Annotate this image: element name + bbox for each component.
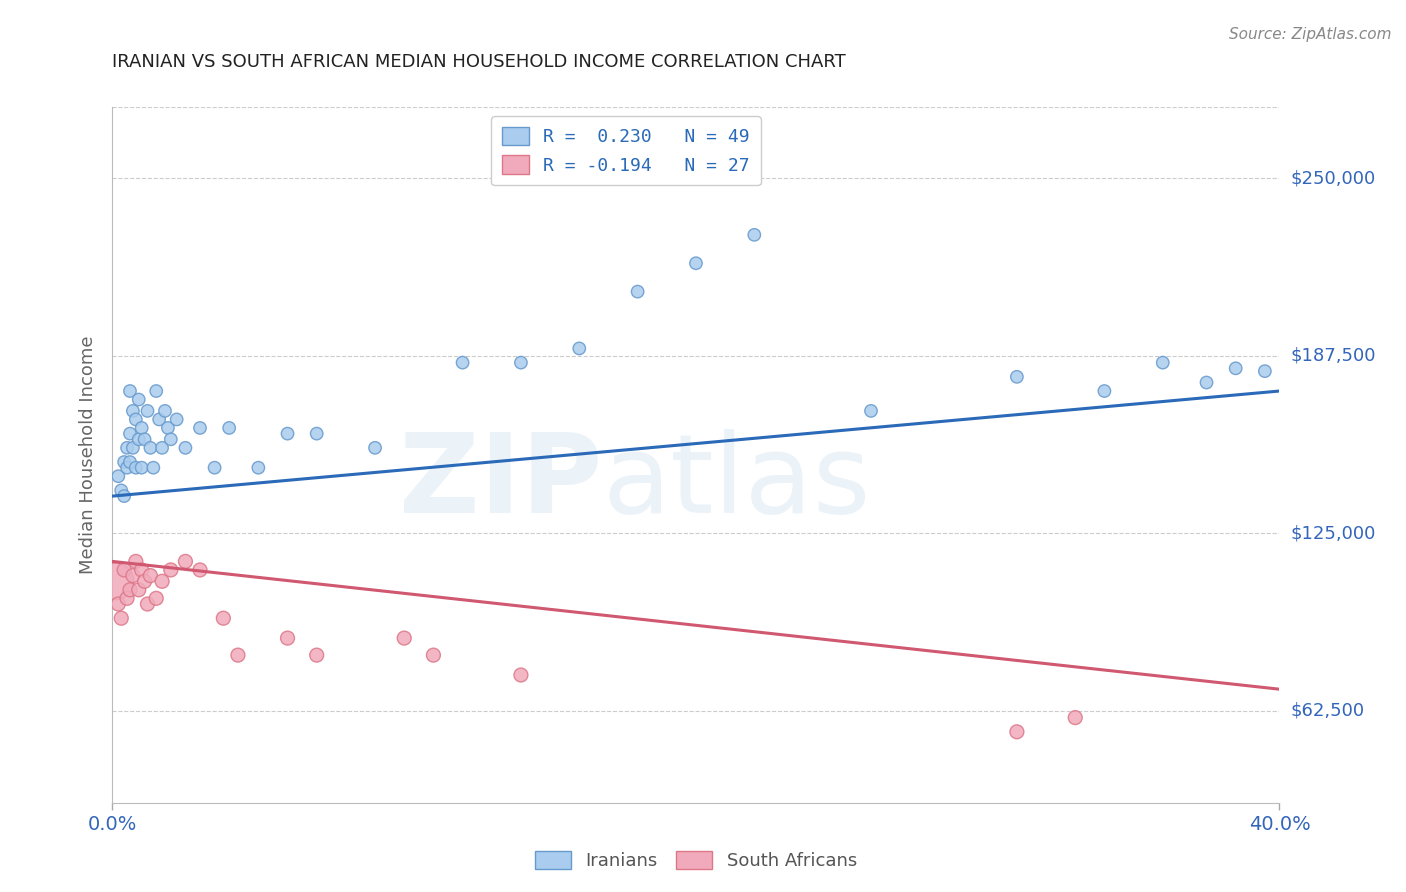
Point bbox=[174, 441, 197, 455]
Point bbox=[118, 455, 141, 469]
Point bbox=[115, 460, 138, 475]
Point bbox=[110, 483, 132, 498]
Point bbox=[107, 469, 129, 483]
Point bbox=[118, 384, 141, 398]
Point bbox=[148, 412, 170, 426]
Point bbox=[112, 489, 135, 503]
Text: IRANIAN VS SOUTH AFRICAN MEDIAN HOUSEHOLD INCOME CORRELATION CHART: IRANIAN VS SOUTH AFRICAN MEDIAN HOUSEHOL… bbox=[112, 54, 846, 71]
Point bbox=[122, 404, 145, 418]
Point bbox=[276, 631, 298, 645]
Legend: Iranians, South Africans: Iranians, South Africans bbox=[527, 844, 865, 877]
Point bbox=[160, 432, 183, 446]
Point bbox=[276, 426, 298, 441]
Point bbox=[136, 597, 159, 611]
Point bbox=[134, 432, 156, 446]
Point bbox=[131, 421, 153, 435]
Point bbox=[118, 426, 141, 441]
Text: ZIP: ZIP bbox=[399, 429, 603, 536]
Point bbox=[150, 441, 173, 455]
Point bbox=[685, 256, 707, 270]
Point bbox=[1005, 724, 1028, 739]
Point bbox=[364, 441, 387, 455]
Point bbox=[128, 432, 150, 446]
Point bbox=[392, 631, 416, 645]
Point bbox=[218, 421, 240, 435]
Point bbox=[156, 421, 179, 435]
Point bbox=[125, 412, 148, 426]
Text: $187,500: $187,500 bbox=[1291, 346, 1376, 365]
Point bbox=[174, 554, 197, 568]
Point bbox=[742, 227, 765, 242]
Point bbox=[125, 460, 148, 475]
Point bbox=[247, 460, 270, 475]
Point bbox=[305, 648, 328, 662]
Point bbox=[142, 460, 165, 475]
Point bbox=[212, 611, 235, 625]
Point bbox=[1064, 710, 1087, 724]
Point bbox=[112, 563, 135, 577]
Point bbox=[150, 574, 173, 589]
Point bbox=[153, 404, 176, 418]
Text: $62,500: $62,500 bbox=[1291, 701, 1365, 720]
Point bbox=[1152, 356, 1174, 370]
Point bbox=[107, 597, 129, 611]
Point bbox=[104, 574, 127, 589]
Point bbox=[125, 554, 148, 568]
Text: Source: ZipAtlas.com: Source: ZipAtlas.com bbox=[1229, 27, 1392, 42]
Point bbox=[128, 392, 150, 407]
Point bbox=[188, 421, 211, 435]
Point bbox=[626, 285, 648, 299]
Point bbox=[451, 356, 474, 370]
Point bbox=[145, 384, 167, 398]
Point bbox=[131, 460, 153, 475]
Point bbox=[139, 441, 162, 455]
Point bbox=[1254, 364, 1277, 378]
Point bbox=[128, 582, 150, 597]
Point bbox=[422, 648, 444, 662]
Point bbox=[112, 455, 135, 469]
Point bbox=[226, 648, 249, 662]
Point bbox=[139, 568, 162, 582]
Point bbox=[118, 582, 141, 597]
Point bbox=[509, 356, 531, 370]
Point bbox=[1092, 384, 1115, 398]
Point bbox=[122, 568, 145, 582]
Point bbox=[204, 460, 226, 475]
Point bbox=[1195, 376, 1218, 390]
Text: $125,000: $125,000 bbox=[1291, 524, 1376, 542]
Point bbox=[1225, 361, 1247, 376]
Point bbox=[134, 574, 156, 589]
Point bbox=[122, 441, 145, 455]
Point bbox=[188, 563, 211, 577]
Point bbox=[509, 668, 531, 682]
Point bbox=[305, 426, 328, 441]
Point bbox=[859, 404, 883, 418]
Point bbox=[160, 563, 183, 577]
Point bbox=[568, 342, 591, 356]
Point bbox=[145, 591, 167, 606]
Point bbox=[115, 591, 138, 606]
Text: $250,000: $250,000 bbox=[1291, 169, 1376, 187]
Text: atlas: atlas bbox=[603, 429, 872, 536]
Point bbox=[136, 404, 159, 418]
Point bbox=[131, 563, 153, 577]
Point bbox=[166, 412, 188, 426]
Y-axis label: Median Household Income: Median Household Income bbox=[79, 335, 97, 574]
Point bbox=[115, 441, 138, 455]
Point bbox=[110, 611, 132, 625]
Point bbox=[1005, 369, 1028, 384]
